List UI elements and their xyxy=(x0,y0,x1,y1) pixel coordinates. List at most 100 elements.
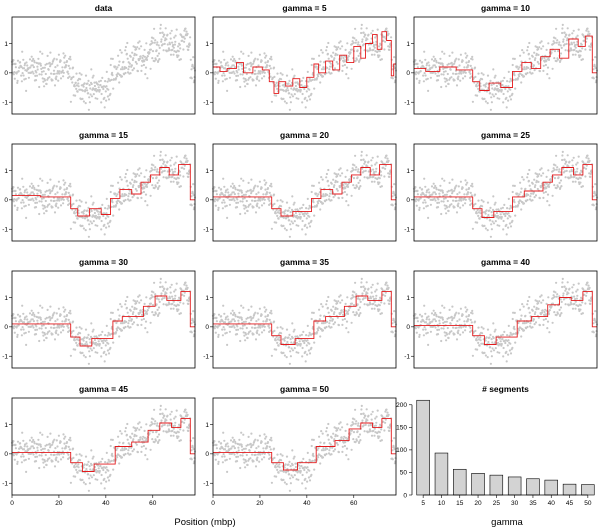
data-point xyxy=(346,42,349,45)
data-point xyxy=(311,332,314,335)
data-point xyxy=(275,81,278,84)
data-point xyxy=(357,168,360,171)
data-point xyxy=(273,75,276,78)
data-point xyxy=(500,80,503,83)
data-point xyxy=(313,214,316,217)
data-point xyxy=(124,71,127,75)
data-point xyxy=(325,45,328,49)
data-point xyxy=(66,324,69,327)
data-point xyxy=(336,307,339,310)
data-point xyxy=(585,156,588,159)
data-point xyxy=(25,442,28,445)
data-point xyxy=(372,48,375,52)
data-point xyxy=(464,306,467,309)
data-point xyxy=(149,48,152,51)
data-point xyxy=(22,448,26,451)
data-point xyxy=(505,96,508,99)
data-point xyxy=(441,191,444,194)
data-point xyxy=(235,74,238,77)
data-point xyxy=(126,311,129,314)
data-point xyxy=(443,193,447,196)
data-point xyxy=(509,98,513,101)
data-point xyxy=(460,197,463,200)
data-point xyxy=(24,77,27,80)
data-point xyxy=(91,203,94,206)
data-point xyxy=(418,81,421,84)
data-point xyxy=(393,208,396,211)
data-point xyxy=(511,311,515,314)
data-point xyxy=(81,224,84,227)
data-point xyxy=(513,201,516,204)
data-point xyxy=(370,164,373,167)
data-point xyxy=(353,37,356,40)
data-point xyxy=(156,54,159,58)
data-point xyxy=(162,49,165,52)
plot-frame xyxy=(212,270,397,369)
data-point xyxy=(455,326,458,329)
data-point xyxy=(501,338,504,341)
data-point xyxy=(456,66,459,69)
data-point xyxy=(184,154,187,157)
data-point xyxy=(86,89,89,92)
data-point xyxy=(361,40,364,43)
data-point xyxy=(570,43,574,46)
data-point xyxy=(543,183,546,187)
data-point xyxy=(488,336,491,339)
data-point xyxy=(415,198,418,201)
data-point xyxy=(91,76,94,79)
panel-2: gamma = 10-101 xyxy=(404,3,599,115)
data-point xyxy=(467,64,470,67)
y-tick-label: 0 xyxy=(406,197,410,204)
data-point xyxy=(163,287,166,290)
data-point xyxy=(290,87,293,90)
data-point xyxy=(439,184,442,187)
data-point xyxy=(238,184,241,187)
data-point xyxy=(592,331,595,334)
data-point xyxy=(65,187,69,190)
data-point xyxy=(62,75,65,78)
data-point xyxy=(423,50,426,53)
data-point xyxy=(375,294,378,297)
data-point xyxy=(173,170,176,173)
data-point xyxy=(58,72,61,75)
data-point xyxy=(59,77,63,80)
data-point xyxy=(16,59,20,62)
data-point xyxy=(138,167,141,170)
data-point xyxy=(228,330,231,333)
data-point xyxy=(440,85,443,89)
data-point xyxy=(306,197,309,200)
y-tick-label: -1 xyxy=(404,354,410,361)
data-point xyxy=(533,178,536,181)
data-point xyxy=(68,448,71,451)
data-point xyxy=(223,67,227,70)
data-point xyxy=(561,27,564,30)
data-point xyxy=(587,284,590,287)
data-point xyxy=(376,28,379,31)
data-point xyxy=(459,79,462,82)
data-point xyxy=(48,330,51,333)
data-point xyxy=(490,211,493,214)
data-point xyxy=(50,326,53,329)
data-point xyxy=(264,183,267,186)
data-point xyxy=(255,320,258,323)
data-point xyxy=(159,158,162,162)
data-point xyxy=(450,61,453,64)
data-point xyxy=(31,324,34,327)
data-point xyxy=(551,302,555,305)
data-point xyxy=(52,69,56,72)
data-point xyxy=(80,73,83,76)
data-point xyxy=(86,343,89,346)
data-point xyxy=(319,60,322,63)
data-point xyxy=(505,223,508,226)
data-point xyxy=(530,192,533,195)
data-point xyxy=(538,173,541,176)
data-point xyxy=(459,307,462,310)
data-point xyxy=(85,86,88,90)
data-point xyxy=(453,206,456,209)
data-point xyxy=(332,312,335,316)
data-point xyxy=(252,189,255,192)
data-point xyxy=(237,65,240,68)
data-point xyxy=(447,209,450,213)
data-point xyxy=(561,285,564,289)
data-point xyxy=(388,45,391,49)
